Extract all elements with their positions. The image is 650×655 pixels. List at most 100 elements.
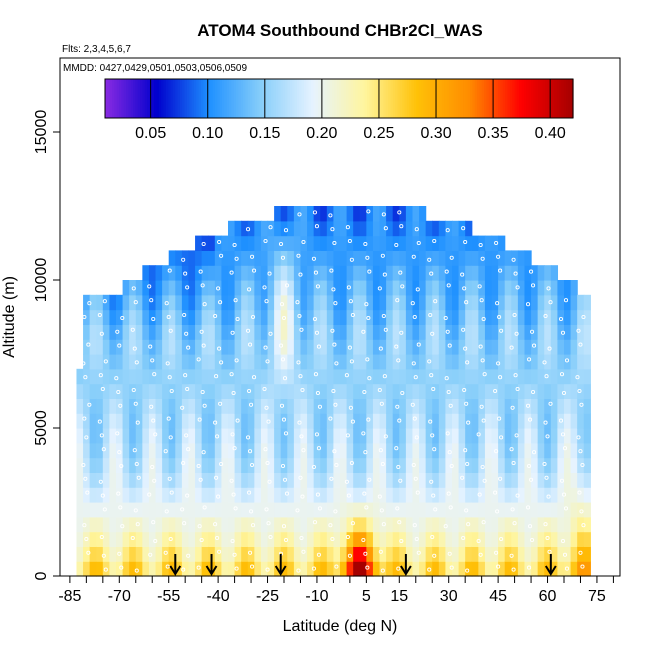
- heatmap-cell: [372, 250, 381, 266]
- heatmap-cell: [313, 368, 321, 385]
- heatmap-cell: [366, 280, 374, 296]
- sample-point: [234, 358, 239, 363]
- heatmap-cell: [452, 398, 460, 414]
- heatmap-cell: [346, 472, 354, 488]
- heatmap-cell: [254, 531, 262, 547]
- sample-point: [410, 301, 415, 306]
- colorbar-segment: [430, 79, 434, 118]
- heatmap-cell: [307, 442, 315, 459]
- heatmap-cell: [366, 502, 374, 518]
- colorbar-segment: [357, 79, 361, 118]
- heatmap-cell: [359, 413, 367, 429]
- heatmap-cell: [386, 339, 394, 355]
- heatmap-cell: [208, 442, 216, 459]
- heatmap-cell: [425, 487, 433, 503]
- heatmap-cell: [155, 265, 163, 281]
- heatmap-cell: [465, 457, 473, 473]
- heatmap-cell: [254, 472, 262, 488]
- heatmap-cell: [320, 294, 328, 311]
- heatmap-cell: [491, 502, 499, 518]
- heatmap-cell: [221, 309, 229, 325]
- heatmap-cell: [109, 442, 117, 459]
- heatmap-cell: [280, 487, 288, 503]
- heatmap-cell: [274, 546, 282, 562]
- heatmap-cell: [260, 220, 269, 237]
- heatmap-cell: [221, 265, 229, 281]
- colorbar-segment: [287, 79, 291, 118]
- heatmap-cell: [537, 309, 545, 325]
- heatmap-cell: [247, 368, 255, 385]
- colorbar-segment: [346, 79, 349, 118]
- sample-point: [365, 357, 370, 362]
- heatmap-cell: [181, 428, 190, 444]
- colorbar-segment: [542, 79, 546, 118]
- heatmap-cell: [564, 546, 572, 562]
- heatmap-cell: [254, 457, 262, 473]
- sample-point: [528, 524, 533, 529]
- sample-point: [153, 538, 158, 544]
- heatmap-cell: [478, 428, 486, 444]
- heatmap-cell: [201, 324, 209, 340]
- heatmap-cell: [307, 516, 315, 533]
- sample-point: [413, 476, 418, 481]
- heatmap-cell: [195, 531, 203, 547]
- colorbar-segment: [374, 79, 378, 118]
- heatmap-cell: [221, 383, 229, 399]
- heatmap-cell: [537, 280, 545, 296]
- heatmap-cell: [517, 368, 526, 385]
- heatmap-cell: [340, 206, 348, 222]
- sample-point: [334, 361, 339, 366]
- heatmap-cell: [346, 413, 354, 429]
- heatmap-cell: [498, 235, 506, 251]
- heatmap-cell: [267, 516, 275, 533]
- heatmap-cell: [129, 428, 137, 444]
- heatmap-cell: [524, 280, 532, 296]
- heatmap-cell: [577, 324, 585, 340]
- y-tick-label: 5000: [33, 410, 50, 446]
- sample-point: [250, 254, 255, 259]
- plot-frame: [59, 57, 621, 577]
- heatmap-cell: [102, 294, 111, 311]
- heatmap-cell: [359, 250, 367, 266]
- heatmap-cell: [517, 354, 526, 370]
- heatmap-cell: [155, 502, 163, 518]
- heatmap-cell: [208, 398, 216, 414]
- heatmap-cell: [307, 546, 315, 562]
- heatmap-cell: [214, 280, 223, 296]
- heatmap-cell: [221, 339, 229, 355]
- heatmap-cell: [83, 309, 91, 325]
- sample-point: [232, 446, 237, 451]
- heatmap-cell: [438, 561, 447, 577]
- sample-point: [166, 314, 171, 320]
- heatmap-cell: [300, 442, 308, 459]
- heatmap-cell: [372, 442, 381, 459]
- heatmap-cell: [287, 561, 295, 577]
- heatmap-cell: [550, 294, 559, 311]
- heatmap-cell: [333, 413, 341, 429]
- colorbar-segment: [388, 79, 392, 118]
- heatmap-cell: [452, 354, 460, 370]
- heatmap-cell: [234, 265, 242, 281]
- heatmap-cell: [346, 368, 354, 385]
- heatmap-cell: [155, 309, 163, 325]
- sample-point: [416, 550, 421, 555]
- sample-point: [460, 272, 465, 277]
- heatmap-cell: [432, 368, 440, 385]
- heatmap-cell: [412, 383, 420, 399]
- sample-point: [333, 402, 338, 407]
- heatmap-cell: [89, 368, 97, 385]
- heatmap-cell: [452, 294, 460, 311]
- sample-point: [397, 210, 402, 215]
- heatmap-cell: [425, 561, 433, 577]
- sample-point: [362, 389, 367, 395]
- heatmap-cell: [208, 309, 216, 325]
- heatmap-cell: [293, 368, 302, 385]
- colorbar-segment: [331, 79, 335, 118]
- sample-point: [328, 213, 333, 218]
- heatmap-cell: [445, 561, 453, 577]
- heatmap-cell: [181, 265, 190, 281]
- heatmap-cell: [254, 220, 262, 237]
- sample-point: [527, 565, 532, 570]
- heatmap-cell: [346, 265, 354, 281]
- heatmap-cell: [438, 294, 447, 311]
